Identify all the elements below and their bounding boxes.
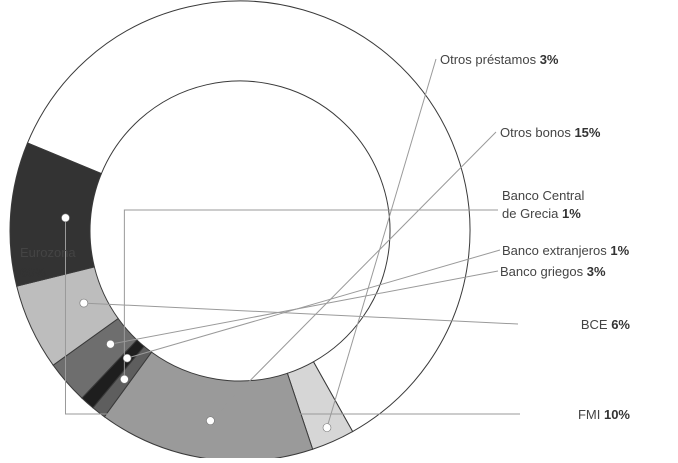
leader-line-banco-extranjeros <box>127 249 501 359</box>
leader-dot-banco-extranjeros <box>122 353 132 363</box>
label-banco-central-de-grecia: Banco Central de Grecia 1% <box>502 188 584 221</box>
leader-lines-layer <box>61 58 520 432</box>
label-value-bce: 6% <box>611 317 630 332</box>
label-name-line1-banco-central-de-grecia: Banco Central <box>502 188 584 203</box>
leader-line-banco-central-de-grecia <box>123 209 498 380</box>
label-fmi: FMI 10% <box>578 407 630 422</box>
label-otros-prestamos: Otros préstamos 3% <box>440 52 559 67</box>
label-eurozona: Eurozona 60% <box>20 245 76 280</box>
label-value-eurozona: 60% <box>20 265 46 280</box>
label-value-banco-extranjeros: 1% <box>610 243 629 258</box>
label-name-fmi: FMI <box>578 407 604 422</box>
leader-dot-banco-central-de-grecia <box>120 374 129 384</box>
label-name-otros-bonos: Otros bonos <box>500 125 574 140</box>
label-banco-griegos: Banco griegos 3% <box>500 264 606 279</box>
label-name-otros-prestamos: Otros préstamos <box>440 52 540 67</box>
label-value-banco-griegos: 3% <box>587 264 606 279</box>
leader-dot-bce <box>79 298 89 308</box>
label-value-fmi: 10% <box>604 407 630 422</box>
leader-line-bce <box>83 302 519 325</box>
leader-line-otros-bonos <box>210 131 497 422</box>
label-name-eurozona: Eurozona <box>20 245 76 260</box>
leader-line-fmi <box>64 217 520 415</box>
label-bce: BCE 6% <box>581 317 631 332</box>
slices-layer <box>9 0 471 462</box>
label-value-otros-bonos: 15% <box>574 125 600 140</box>
leader-dot-fmi <box>61 213 70 223</box>
label-name-line2-banco-central-de-grecia: de Grecia <box>502 206 562 221</box>
label-name-banco-extranjeros: Banco extranjeros <box>502 243 610 258</box>
label-banco-extranjeros: Banco extranjeros 1% <box>502 243 630 258</box>
label-otros-bonos: Otros bonos 15% <box>500 125 601 140</box>
labels-layer: Eurozona 60% Otros préstamos 3% Otros bonos… <box>20 52 630 422</box>
leader-line-otros-prestamos <box>326 58 437 428</box>
label-name-banco-griegos: Banco griegos <box>500 264 587 279</box>
slice-eurozona <box>26 0 471 433</box>
leader-line-banco-griegos <box>110 270 499 345</box>
leader-dot-banco-griegos <box>106 339 115 349</box>
label-value-otros-prestamos: 3% <box>540 52 559 67</box>
label-name-bce: BCE <box>581 317 611 332</box>
label-value-banco-central-de-grecia: 1% <box>562 206 581 221</box>
leader-dot-otros-bonos <box>206 416 215 426</box>
leader-dot-otros-prestamos <box>322 423 332 432</box>
slice-fmi <box>9 142 103 287</box>
